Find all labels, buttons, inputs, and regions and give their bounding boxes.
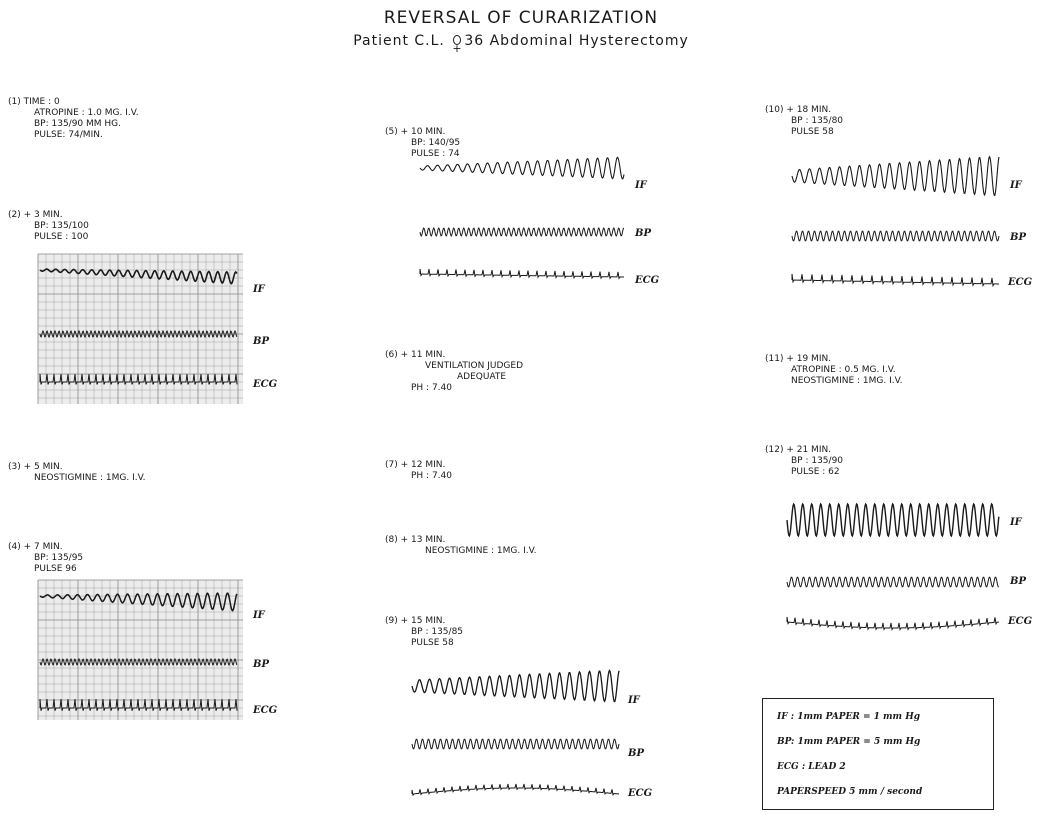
- ecg-trace: [411, 783, 620, 797]
- trace-label-if: IF: [253, 284, 265, 295]
- if-trace: [39, 268, 238, 285]
- trace-label-if: IF: [253, 610, 265, 621]
- chart-paper-grid: [37, 579, 243, 720]
- entry-6: (6) + 11 MIN. VENTILATION JUDGED ADEQUAT…: [385, 350, 523, 393]
- legend-box: IF : 1mm PAPER = 1 mm Hg BP: 1mm PAPER =…: [762, 698, 994, 810]
- trace-panel-4: [37, 579, 243, 720]
- bp-trace: [419, 226, 625, 238]
- entry-10: (10) + 18 MIN. BP : 135/80 PULSE 58: [765, 105, 844, 137]
- legend-if: IF : 1mm PAPER = 1 mm Hg: [777, 712, 921, 722]
- trace-panel-9: [411, 669, 620, 797]
- subtitle-patient: Patient C.L.: [353, 33, 445, 49]
- ecg-trace: [39, 698, 238, 711]
- trace-label-ecg: ECG: [1008, 277, 1033, 288]
- trace-label-ecg: ECG: [253, 705, 278, 716]
- if-trace: [39, 592, 238, 612]
- trace-panel-2: [37, 253, 243, 404]
- bp-trace: [39, 329, 238, 339]
- ecg-trace: [791, 273, 999, 288]
- trace-label-ecg: ECG: [628, 788, 653, 799]
- entry-1: (1) TIME : 0 ATROPINE : 1.0 mg. i.v. BP:…: [8, 97, 139, 140]
- bp-trace: [411, 738, 620, 750]
- entry-8: (8) + 13 MIN. NEOSTIGMINE : 1mg. i.v.: [385, 535, 537, 556]
- if-trace: [786, 502, 1000, 538]
- trace-label-bp: BP: [1010, 232, 1026, 243]
- trace-label-ecg: ECG: [1008, 616, 1033, 627]
- trace-panel-5: [419, 156, 625, 280]
- trace-label-bp: BP: [253, 659, 269, 670]
- if-trace: [419, 156, 625, 180]
- subtitle-procedure: 36 Abdominal Hysterectomy: [464, 33, 689, 49]
- entry-12: (12) + 21 MIN. BP : 135/90 PULSE : 62: [765, 445, 844, 477]
- ecg-trace: [39, 373, 238, 385]
- ecg-trace: [786, 616, 1000, 631]
- female-symbol-icon: [450, 33, 464, 54]
- bp-trace: [791, 230, 1000, 242]
- entry-3: (3) + 5 MIN. NEOSTIGMINE : 1mg. i.v.: [8, 462, 146, 483]
- bp-trace: [786, 576, 999, 588]
- entry-7: (7) + 12 MIN. pH : 7.40: [385, 460, 452, 481]
- legend-bp: BP: 1mm PAPER = 5 mm Hg: [777, 737, 921, 747]
- entry-2: (2) + 3 MIN. BP: 135/100 PULSE : 100: [8, 210, 89, 242]
- legend-ecg: ECG : LEAD 2: [777, 762, 846, 772]
- trace-label-if: IF: [628, 695, 640, 706]
- trace-label-bp: BP: [253, 336, 269, 347]
- trace-label-if: IF: [1010, 180, 1022, 191]
- trace-label-ecg: ECG: [635, 275, 660, 286]
- figure-subtitle: Patient C.L. 36 Abdominal Hysterectomy: [0, 33, 1042, 54]
- trace-panel-10: [791, 155, 1000, 288]
- ecg-trace: [419, 268, 624, 280]
- trace-label-if: IF: [635, 180, 647, 191]
- figure-title: REVERSAL OF CURARIZATION: [383, 8, 659, 28]
- trace-label-bp: BP: [1010, 576, 1026, 587]
- trace-label-bp: BP: [635, 228, 651, 239]
- entry-11: (11) + 19 MIN. ATROPINE : 0.5 mg. i.v. N…: [765, 354, 903, 386]
- if-trace: [791, 155, 1000, 197]
- legend-paperspeed: PAPERSPEED 5 mm / second: [777, 787, 923, 797]
- trace-label-if: IF: [1010, 517, 1022, 528]
- entry-4: (4) + 7 MIN. BP: 135/95 PULSE 96: [8, 542, 84, 574]
- bp-trace: [39, 657, 238, 667]
- entry-9: (9) + 15 MIN. BP : 135/85 PULSE 58: [385, 616, 464, 648]
- if-trace: [411, 669, 620, 703]
- trace-panel-12: [786, 502, 1000, 631]
- trace-label-ecg: ECG: [253, 379, 278, 390]
- entry-5: (5) + 10 MIN. BP: 140/95 PULSE : 74: [385, 127, 461, 159]
- trace-label-bp: BP: [628, 748, 644, 759]
